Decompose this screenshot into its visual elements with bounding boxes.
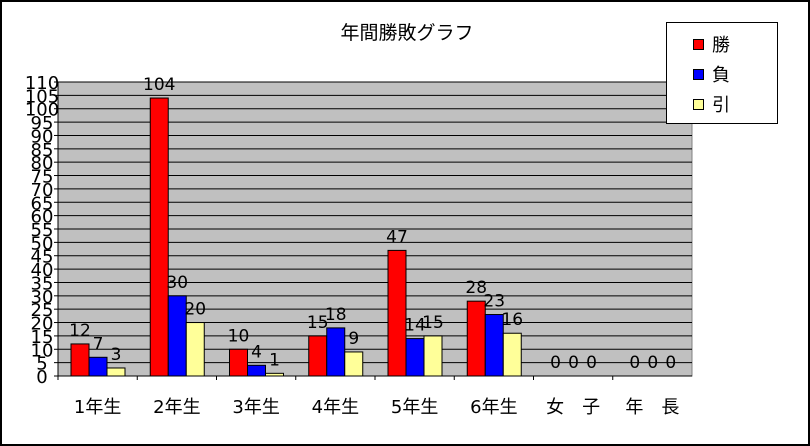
y-tick-label: 50	[31, 233, 54, 254]
x-tick-label: 4年生	[312, 397, 359, 418]
bar	[149, 97, 169, 377]
y-tick-label: 100	[25, 100, 59, 121]
data-label: 30	[166, 273, 188, 293]
bar	[70, 343, 90, 377]
data-label: 0	[550, 353, 561, 373]
chart-title: 年間勝敗グラフ	[340, 22, 473, 44]
y-tick-label: 95	[31, 113, 54, 134]
x-tick-label: 1年生	[74, 397, 121, 418]
bar	[387, 249, 407, 377]
y-tick-label: 90	[31, 126, 54, 147]
bar	[308, 335, 328, 377]
legend-item: 負	[667, 59, 777, 89]
data-label: 15	[307, 313, 329, 333]
y-tick-label: 20	[31, 314, 54, 335]
legend-item: 勝	[667, 29, 777, 59]
bar	[88, 356, 108, 377]
y-tick-label: 40	[31, 260, 54, 281]
legend: 勝負引	[666, 22, 778, 124]
y-tick-label: 25	[31, 300, 54, 321]
data-label: 0	[568, 353, 579, 373]
bar	[405, 338, 425, 377]
bar	[229, 348, 248, 377]
legend-item: 引	[667, 89, 777, 119]
data-label: 47	[386, 227, 408, 247]
bar	[265, 372, 284, 377]
y-tick-label: 5	[36, 354, 47, 375]
data-label: 15	[422, 313, 444, 333]
data-label: 10	[228, 326, 250, 346]
y-tick-label: 10	[31, 340, 54, 361]
y-tick-label: 35	[31, 273, 54, 294]
data-label: 23	[483, 292, 505, 312]
x-tick-label: 5年生	[391, 397, 438, 418]
data-label: 28	[465, 278, 487, 298]
y-tick-label: 65	[31, 193, 54, 214]
legend-label: 負	[712, 65, 730, 86]
data-label: 0	[665, 353, 676, 373]
x-tick-label: 年 長	[625, 397, 679, 418]
data-label: 0	[586, 353, 597, 373]
y-tick-label: 80	[31, 153, 54, 174]
data-label: 9	[348, 329, 359, 349]
data-label: 3	[111, 345, 122, 365]
y-tick-label: 45	[31, 247, 54, 268]
y-tick-label: 110	[25, 73, 59, 94]
legend-swatch	[693, 98, 704, 110]
x-tick-label: 女 子	[546, 397, 600, 418]
bar	[466, 300, 486, 377]
bar	[185, 322, 205, 377]
bar	[502, 332, 522, 377]
y-tick-label: 15	[31, 327, 54, 348]
data-label: 1	[269, 350, 280, 370]
bar	[344, 351, 364, 377]
bar	[106, 367, 126, 377]
data-label: 7	[93, 334, 104, 354]
data-label: 16	[501, 310, 523, 330]
legend-label: 引	[712, 95, 730, 116]
bar	[247, 364, 266, 377]
data-label: 12	[69, 321, 91, 341]
y-tick-label: 70	[31, 180, 54, 201]
data-label: 4	[251, 342, 262, 362]
data-label: 14	[404, 316, 426, 336]
bar	[326, 327, 346, 377]
bar	[423, 335, 443, 377]
y-tick-label: 105	[25, 86, 59, 107]
legend-swatch	[693, 38, 704, 50]
legend-swatch	[693, 68, 704, 80]
y-tick-label: 55	[31, 220, 54, 241]
data-label: 0	[647, 353, 658, 373]
x-tick-label: 2年生	[153, 397, 200, 418]
y-tick-label: 0	[36, 367, 47, 388]
legend-label: 勝	[712, 35, 730, 56]
x-tick-label: 3年生	[232, 397, 279, 418]
data-label: 0	[629, 353, 640, 373]
y-tick-label: 60	[31, 207, 54, 228]
data-label: 20	[184, 300, 206, 320]
data-label: 104	[143, 75, 175, 95]
y-tick-label: 85	[31, 140, 54, 161]
data-label: 18	[325, 305, 347, 325]
y-tick-label: 75	[31, 167, 54, 188]
x-tick-label: 6年生	[470, 397, 517, 418]
y-tick-label: 30	[31, 287, 54, 308]
